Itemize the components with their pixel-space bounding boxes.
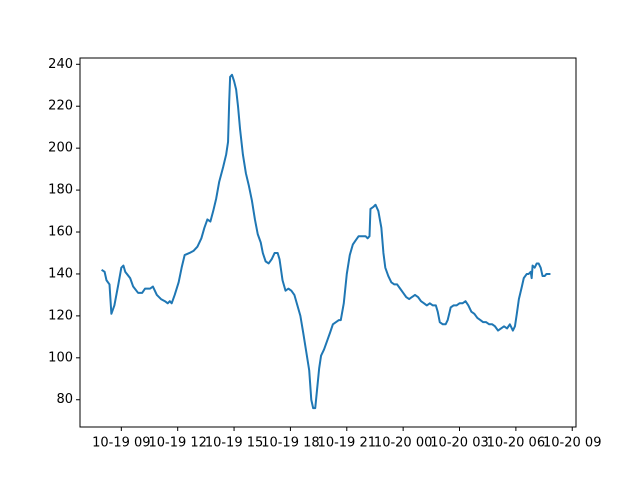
x-tick-label: 10-20 03 — [430, 436, 488, 451]
plot-frame — [79, 57, 577, 428]
y-tick-label: 100 — [48, 350, 73, 365]
y-tick-label: 80 — [56, 392, 73, 407]
y-tick-label: 220 — [48, 99, 73, 114]
line-series — [101, 73, 551, 410]
x-tick-label: 10-20 09 — [543, 436, 601, 451]
x-tick-label: 10-20 00 — [374, 436, 432, 451]
x-tick-label: 10-19 15 — [205, 436, 263, 451]
y-tick-label: 200 — [48, 141, 73, 156]
x-tick-label: 10-19 09 — [92, 436, 150, 451]
y-tick-label: 120 — [48, 308, 73, 323]
x-tick-label: 10-19 21 — [318, 436, 376, 451]
y-tick-label: 140 — [48, 266, 73, 281]
x-tick-label: 10-19 12 — [148, 436, 206, 451]
y-tick-label: 180 — [48, 183, 73, 198]
x-tick-label: 10-19 18 — [261, 436, 319, 451]
x-tick-label: 10-20 06 — [487, 436, 545, 451]
y-tick-label: 240 — [48, 57, 73, 72]
y-tick-label: 160 — [48, 225, 73, 240]
